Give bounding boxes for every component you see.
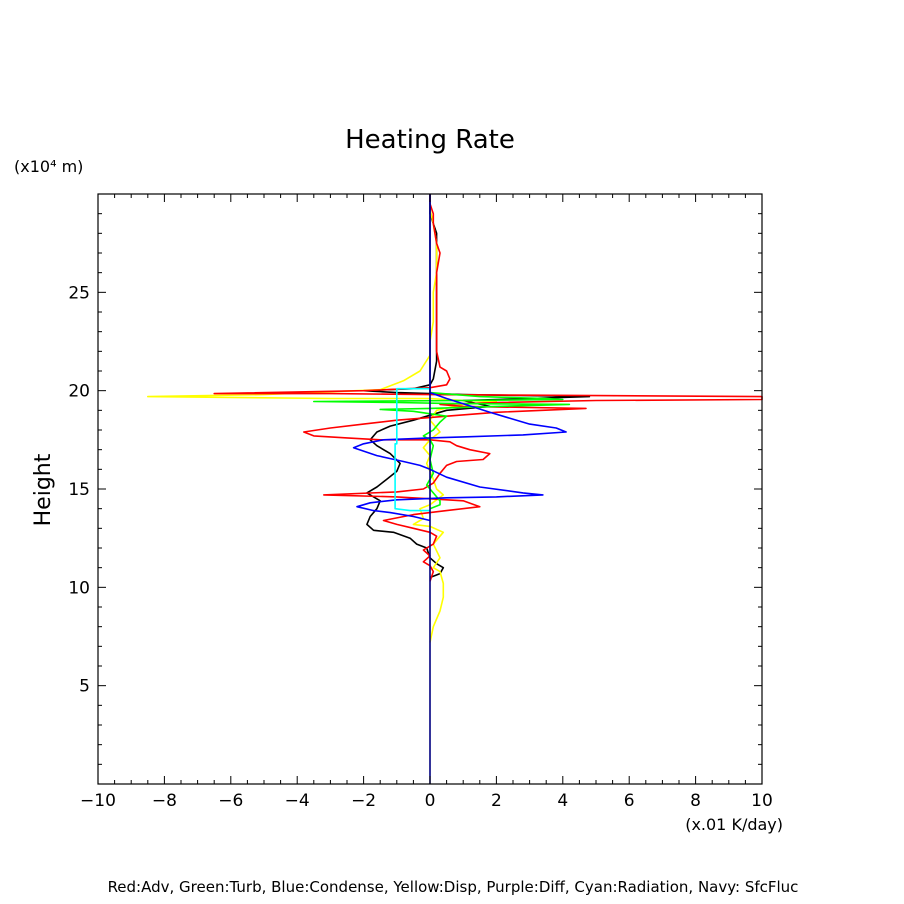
x-tick-label: 8 bbox=[690, 791, 701, 811]
x-tick-label: −4 bbox=[285, 791, 310, 811]
x-tick-label: −8 bbox=[152, 791, 177, 811]
y-axis-label: Height bbox=[31, 453, 56, 526]
y-tick-label: 20 bbox=[68, 382, 90, 402]
x-tick-label: 10 bbox=[751, 791, 773, 811]
x-tick-label: 2 bbox=[491, 791, 502, 811]
tick-labels-layer: −10 −8 −6 −4 −2 0 2 4 6 8 10 5 10 15 20 25 bbox=[68, 283, 772, 811]
y-unit-label: (x10⁴ m) bbox=[14, 157, 83, 176]
series-line-5 bbox=[394, 387, 430, 512]
plot-frame bbox=[97, 193, 763, 785]
series-line-4 bbox=[352, 194, 567, 522]
x-tick-label: −10 bbox=[80, 791, 116, 811]
x-tick-label: 4 bbox=[557, 791, 568, 811]
y-tick-label: 25 bbox=[68, 283, 90, 303]
series-line-2 bbox=[213, 194, 763, 582]
x-tick-label: −2 bbox=[351, 791, 376, 811]
y-tick-label: 5 bbox=[79, 677, 90, 697]
y-tick-label: 15 bbox=[68, 480, 90, 500]
ticks-layer bbox=[97, 194, 763, 784]
x-axis-label: (x.01 K/day) bbox=[685, 815, 783, 834]
series-legend: Red:Adv, Green:Turb, Blue:Condense, Yell… bbox=[108, 878, 799, 896]
series-line-0 bbox=[362, 194, 591, 579]
x-tick-label: 6 bbox=[624, 791, 635, 811]
x-tick-label: −6 bbox=[218, 791, 243, 811]
chart-title: Heating Rate bbox=[345, 125, 515, 155]
y-tick-label: 10 bbox=[68, 578, 90, 598]
series-layer bbox=[147, 194, 763, 784]
x-tick-label: 0 bbox=[425, 791, 436, 811]
